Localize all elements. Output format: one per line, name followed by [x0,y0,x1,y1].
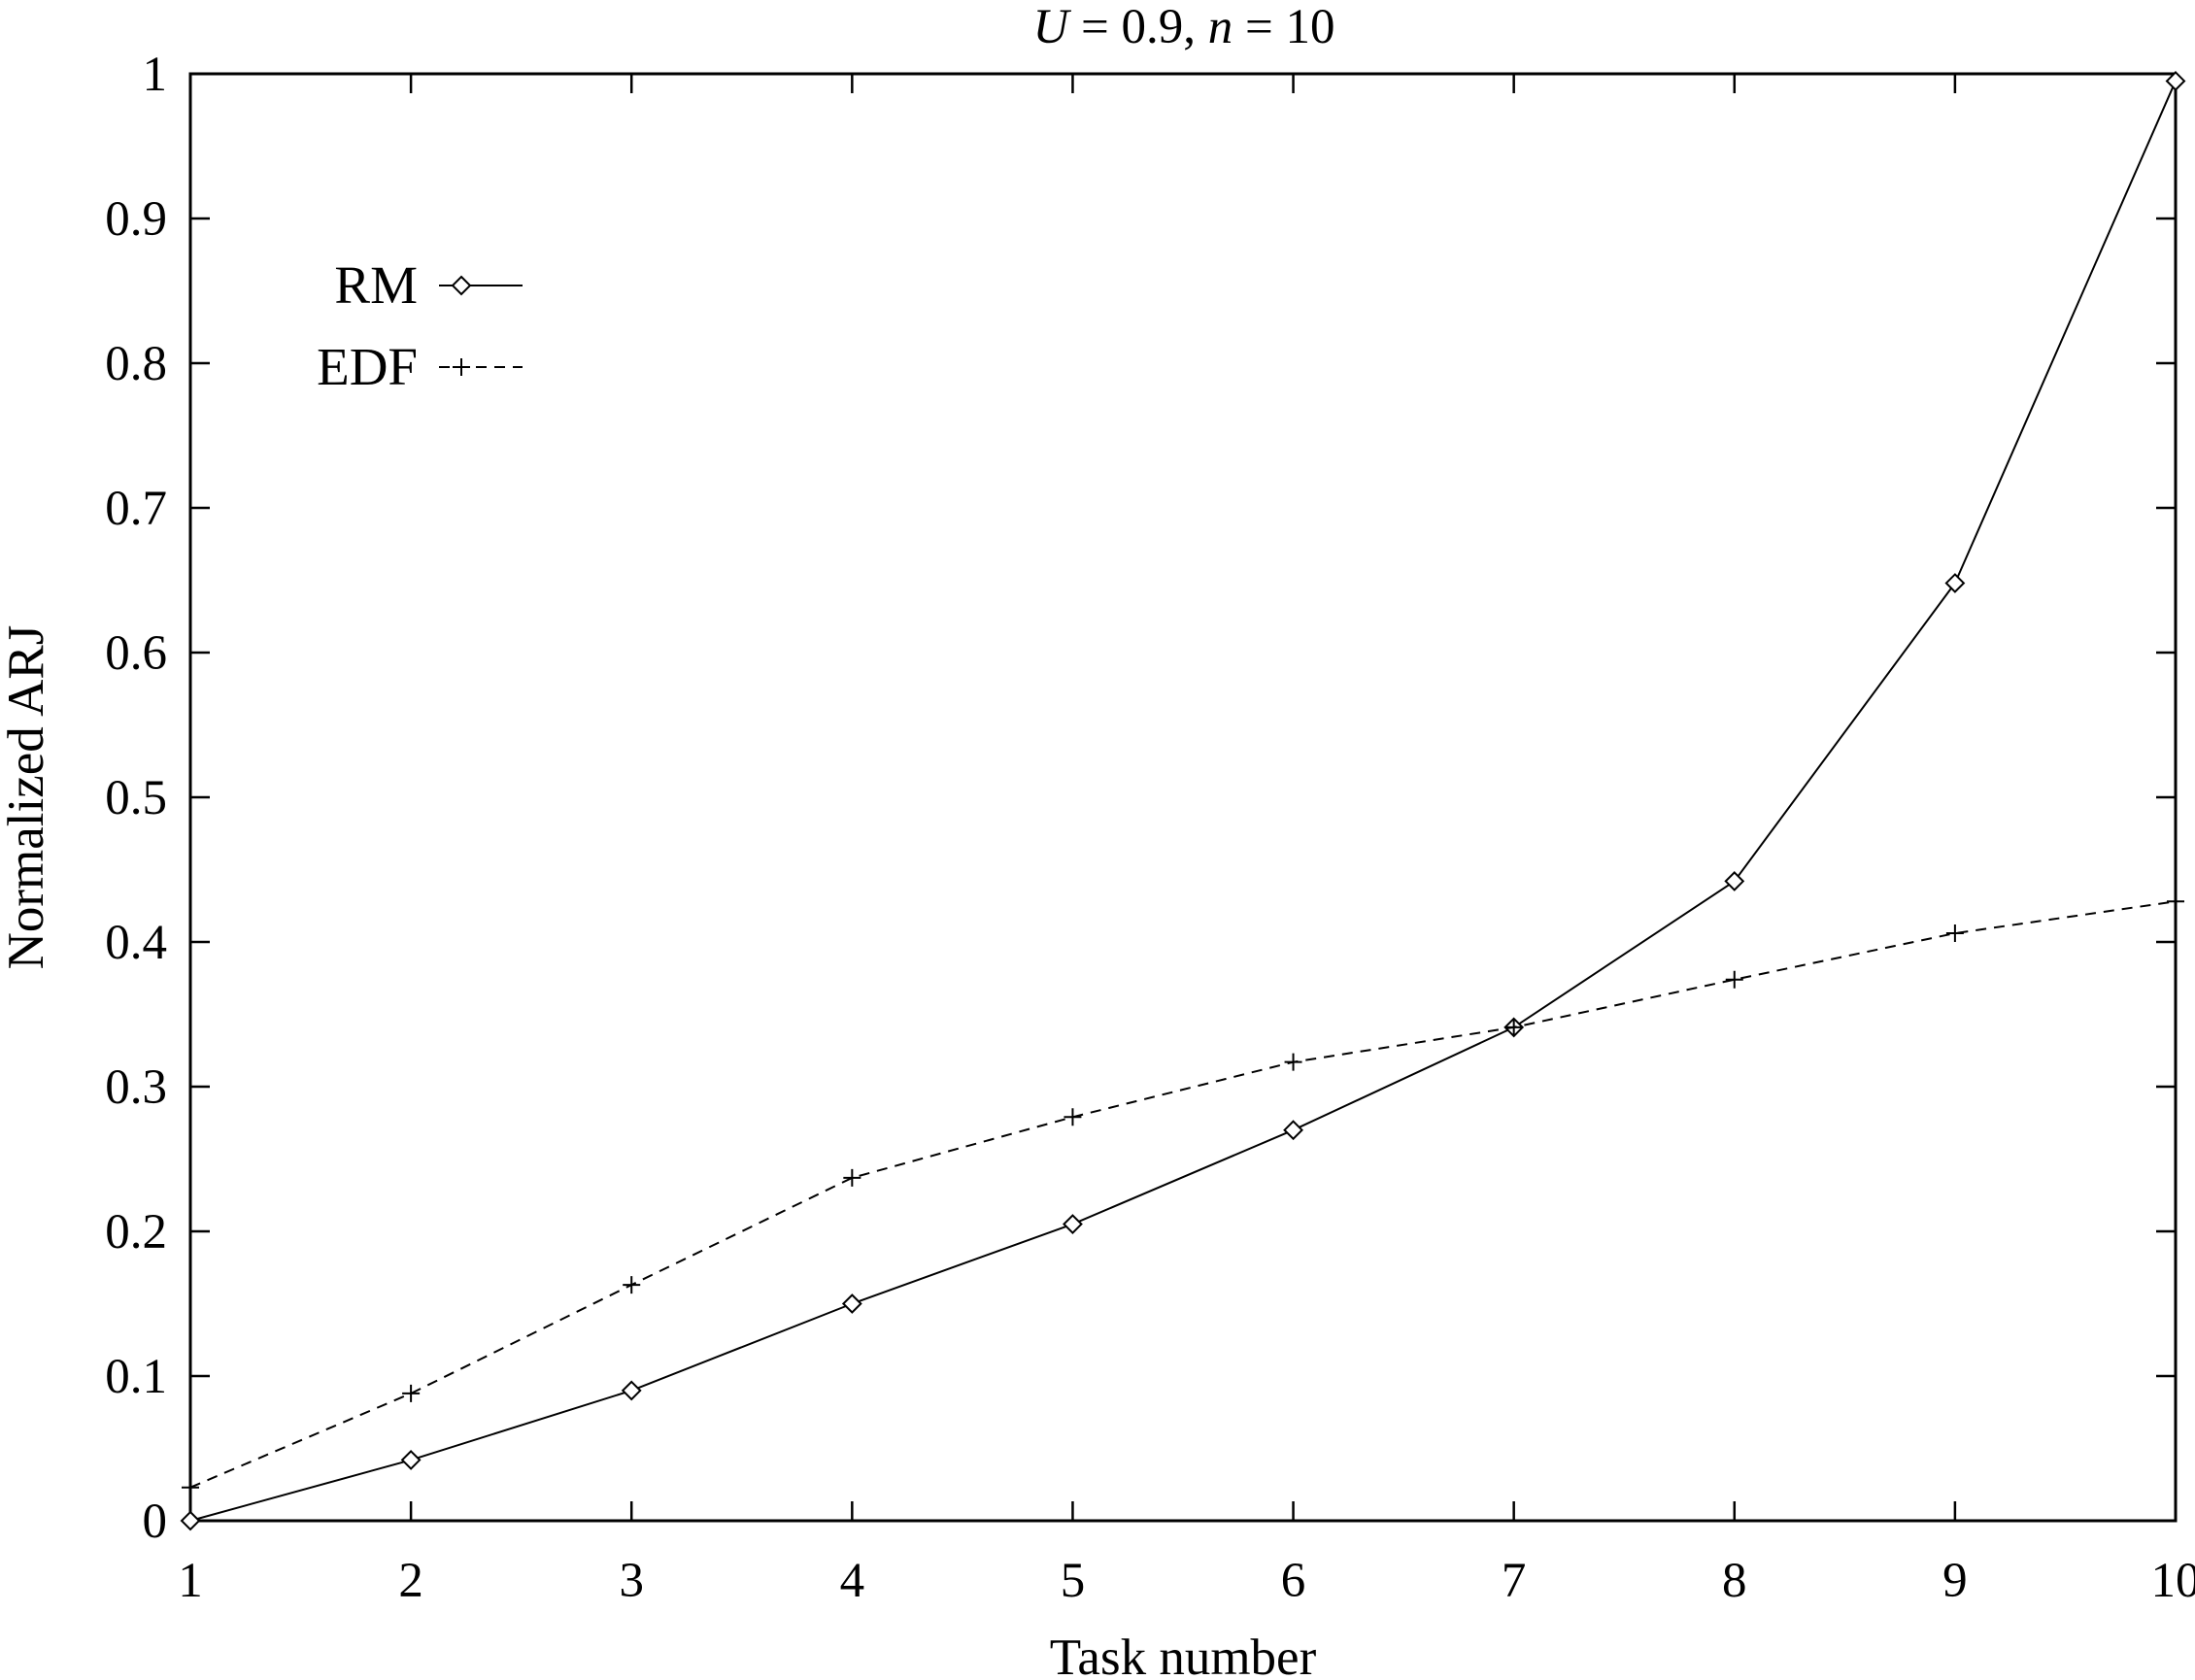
title-eq-n: = 10 [1233,0,1334,54]
data-point-edf [402,1384,421,1402]
series-line-edf [189,900,2177,1489]
data-point-rm [1944,573,1966,593]
legend-label-rm: RM [334,255,418,315]
x-tick-label: 7 [1502,1554,1527,1608]
y-tick-label: 1 [143,48,168,102]
data-point-edf [1725,970,1743,989]
data-point-edf [182,1478,199,1496]
data-point-rm [400,1450,422,1470]
y-tick-label: 0.7 [105,482,167,536]
series-line-rm [189,81,2177,1522]
legend-marker-edf [453,358,470,376]
data-point-edf [2167,892,2184,911]
data-point-rm [2165,71,2186,91]
y-tick-label: 0.5 [105,771,167,825]
series-edf [182,892,2184,1496]
x-tick-labels: 1 2 3 4 5 6 7 8 9 10 [178,1554,2195,1608]
data-point-edf [1284,1053,1302,1071]
y-tick-label: 0.9 [105,192,167,247]
y-tick-label: 0 [143,1495,168,1549]
x-tick-label: 5 [1061,1554,1086,1608]
x-tick-label: 2 [398,1554,423,1608]
y-tick-label: 0.2 [105,1205,167,1260]
y-tick-marks [190,72,2176,1523]
title-eq-u: = 0.9, [1068,0,1208,54]
data-point-rm [180,1510,201,1531]
y-tick-label: 0.4 [105,916,167,970]
data-point-rm [841,1294,862,1314]
x-axis-title: Task number [1050,1630,1317,1680]
y-axis-title: Normalized ARJ [0,625,54,970]
x-tick-label: 8 [1722,1554,1747,1608]
data-point-edf [1504,1018,1523,1036]
legend: RM EDF [317,255,523,396]
data-point-rm [1063,1214,1083,1234]
title-var-n: n [1208,0,1233,54]
data-point-edf [1945,924,1964,943]
data-point-rm [1283,1120,1303,1141]
series-rm [180,71,2186,1531]
x-tick-label: 6 [1281,1554,1306,1608]
y-tick-label: 0.3 [105,1060,167,1115]
x-tick-label: 3 [619,1554,644,1608]
title-var-u: U [1032,0,1071,54]
data-point-rm [621,1380,642,1401]
legend-label-edf: EDF [317,337,418,396]
y-tick-labels: 0 0.1 0.2 0.3 0.4 0.5 0.6 0.7 0.8 0.9 1 [105,48,167,1549]
y-tick-label: 0.1 [105,1350,167,1404]
legend-marker-rm [451,275,472,296]
chart-title: U = 0.9, n = 10 [1032,0,1334,54]
x-tick-marks [188,74,2178,1521]
y-tick-label: 0.8 [105,337,167,391]
data-point-edf [1064,1108,1082,1126]
x-tick-label: 10 [2151,1554,2195,1608]
data-point-edf [623,1276,641,1294]
x-tick-label: 9 [1942,1554,1968,1608]
x-tick-label: 4 [840,1554,865,1608]
series-layer [180,71,2186,1531]
y-tick-label: 0.6 [105,626,167,681]
plot-frame [188,72,2178,1523]
x-tick-label: 1 [178,1554,203,1608]
data-point-edf [843,1168,861,1187]
data-point-rm [1724,871,1745,891]
